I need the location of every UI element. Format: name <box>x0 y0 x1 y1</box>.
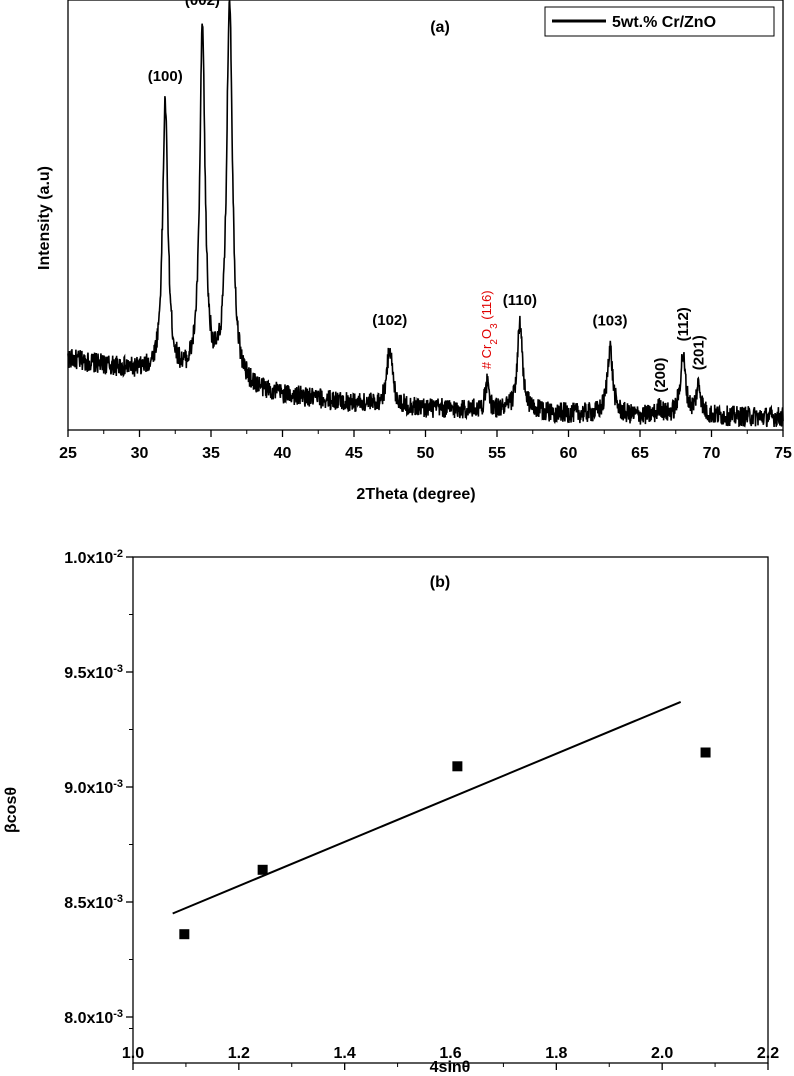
impurity-label-mid: O <box>479 329 494 339</box>
tick-exponent: -3 <box>113 778 123 790</box>
tick-mantissa: 9.5x10 <box>64 665 113 682</box>
panel-a-x-tick-label: 25 <box>59 445 77 462</box>
panel-a-x-tick-label: 45 <box>345 445 363 462</box>
panel-b: 8.0x10-38.5x10-39.0x10-39.5x10-31.0x10-2… <box>3 548 779 1076</box>
peak-label: (002) <box>185 0 220 9</box>
tick-exponent: -3 <box>113 663 123 675</box>
panel-b-x-tick-label: 1.6 <box>439 1045 461 1062</box>
tick-mantissa: 8.0x10 <box>64 1010 113 1027</box>
tick-mantissa: 8.5x10 <box>64 895 113 912</box>
panel-a-x-tick-label: 30 <box>131 445 149 462</box>
panel-a-x-tick-label: 35 <box>202 445 220 462</box>
panel-b-data-point <box>452 761 463 772</box>
panel-b-y-tick-label: 8.5x10-3 <box>64 893 123 912</box>
panel-b-data-point <box>179 929 190 940</box>
panel-a-x-tick-label: 55 <box>488 445 506 462</box>
panel-b-x-tick-label: 1.2 <box>228 1045 250 1062</box>
peak-label: (201) <box>691 335 708 370</box>
tick-exponent: -2 <box>113 548 123 560</box>
tick-mantissa: 9.0x10 <box>64 780 113 797</box>
tick-exponent: -3 <box>113 893 123 905</box>
panel-a-plot-area <box>67 0 784 431</box>
panel-b-x-tick-label: 1.4 <box>334 1045 356 1062</box>
peak-label: (200) <box>652 358 669 393</box>
panel-b-y-axis-title: βcosθ <box>3 787 20 833</box>
panel-a-x-tick-label: 70 <box>703 445 721 462</box>
impurity-label-suffix: (116) <box>479 290 494 323</box>
panel-a-x-tick-label: 40 <box>274 445 292 462</box>
panel-a-x-axis: 25 30 35 40 45 50 55 60 65 70 75 <box>59 430 792 462</box>
panel-b-y-tick-label: 8.0x10-3 <box>64 1008 123 1027</box>
panel-a-x-axis-title: 2Theta (degree) <box>356 486 475 503</box>
panel-b-x-axis-title: 4sinθ <box>430 1059 471 1076</box>
panel-b-x-tick-label: 2.0 <box>651 1045 673 1062</box>
panel-b-data-point <box>700 747 711 758</box>
panel-b-y-tick-label: 9.0x10-3 <box>64 778 123 797</box>
panel-b-y-axis: 8.0x10-38.5x10-39.0x10-39.5x10-31.0x10-2 <box>64 548 133 1029</box>
panel-b-x-tick-label: 1.0 <box>122 1045 144 1062</box>
panel-b-plot-area <box>132 556 769 1064</box>
panel-a-peak-labels: (100)(002)(101)(102)(110)(103)(200)(112)… <box>148 0 708 393</box>
tick-exponent: -3 <box>113 1008 123 1020</box>
impurity-label-subscript: 3 <box>488 323 499 329</box>
panel-b-label: (b) <box>430 574 450 591</box>
panel-b-y-tick-label: 1.0x10-2 <box>64 548 123 567</box>
impurity-label-subscript: 2 <box>488 339 499 345</box>
panel-a-x-tick-label: 60 <box>560 445 578 462</box>
peak-label: (103) <box>592 313 627 330</box>
panel-a-x-tick-label: 50 <box>417 445 435 462</box>
peak-label: (110) <box>503 292 537 309</box>
legend-entry: 5wt.% Cr/ZnO <box>612 14 716 31</box>
impurity-label-prefix: # Cr <box>479 344 494 369</box>
peak-label: (100) <box>148 68 183 85</box>
panel-a-series <box>67 0 784 428</box>
panel-a-xrd-line <box>67 0 784 428</box>
peak-label: (112) <box>675 307 692 341</box>
panel-b-fit-line-group <box>172 700 682 915</box>
panel-b-y-tick-label: 9.5x10-3 <box>64 663 123 682</box>
peak-label: (102) <box>372 312 407 329</box>
tick-mantissa: 1.0x10 <box>64 550 113 567</box>
panel-b-points <box>179 747 711 940</box>
panel-b-x-tick-label: 2.2 <box>757 1045 779 1062</box>
legend: 5wt.% Cr/ZnO <box>544 6 775 37</box>
panel-a-x-tick-label: 65 <box>631 445 649 462</box>
panel-b-x-axis: 1.0 1.2 1.4 1.6 1.8 2.0 2.2 <box>122 1045 779 1070</box>
panel-a-y-axis-title: Intensity (a.u) <box>36 166 53 270</box>
panel-b-fit-line <box>172 700 682 915</box>
panel-b-x-tick-label: 1.8 <box>545 1045 567 1062</box>
panel-a-x-tick-label: 75 <box>774 445 792 462</box>
impurity-peak-label: # Cr2O3 (116) <box>479 290 500 369</box>
panel-b-data-point <box>257 864 268 875</box>
panel-a-label: (a) <box>430 19 450 36</box>
